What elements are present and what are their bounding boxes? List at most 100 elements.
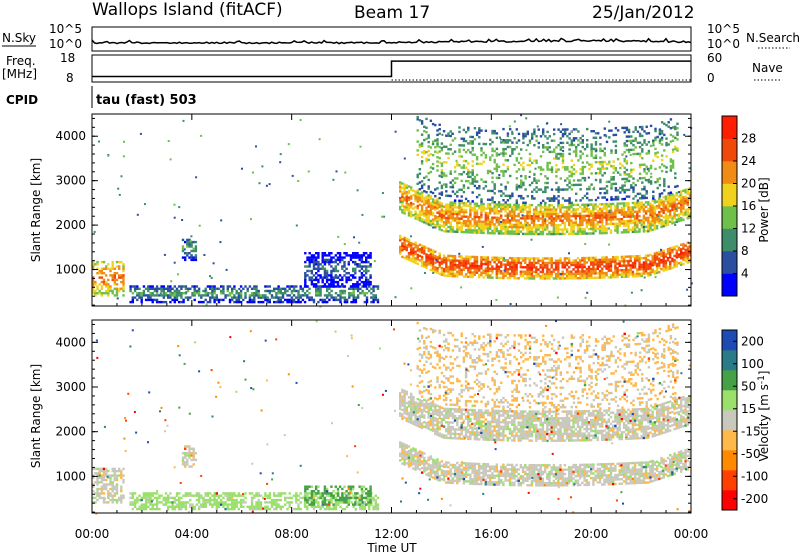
heatmap-cell — [596, 276, 599, 279]
heatmap-cell — [193, 285, 196, 288]
heatmap-cell — [544, 175, 547, 178]
heatmap-cell — [405, 244, 408, 247]
heatmap-cell — [642, 270, 646, 273]
heatmap-cell — [654, 167, 657, 171]
heatmap-cell — [641, 181, 644, 184]
heatmap-cell — [334, 276, 337, 279]
heatmap-cell — [338, 252, 342, 255]
heatmap-cell — [590, 261, 593, 264]
heatmap-cell — [669, 262, 672, 266]
heatmap-cell — [614, 229, 617, 232]
heatmap-cell — [625, 179, 629, 183]
heatmap-cell — [473, 266, 476, 270]
heatmap-cell — [572, 263, 575, 267]
heatmap-speckle — [344, 171, 347, 174]
heatmap-cell — [515, 257, 518, 260]
heatmap-cell — [416, 115, 419, 119]
heatmap-cell — [100, 285, 104, 288]
heatmap-cell — [473, 220, 476, 223]
heatmap-cell — [500, 183, 503, 186]
heatmap-cell — [651, 204, 654, 207]
heatmap-cell — [471, 149, 474, 152]
heatmap-cell — [504, 227, 507, 231]
heatmap-cell — [627, 148, 631, 152]
heatmap-cell — [453, 219, 457, 222]
heatmap-cell — [462, 210, 466, 214]
heatmap-cell — [308, 278, 311, 282]
heatmap-cell — [356, 294, 360, 297]
heatmap-cell — [555, 168, 558, 171]
heatmap-cell — [596, 214, 599, 217]
heatmap-cell — [456, 210, 459, 213]
heatmap-speckle — [343, 243, 346, 246]
heatmap-cell — [644, 267, 648, 271]
heatmap-cell — [469, 224, 472, 227]
heatmap-cell — [113, 283, 116, 286]
heatmap-cell — [264, 296, 267, 299]
heatmap-cell — [425, 175, 428, 178]
heatmap-cell — [257, 289, 260, 293]
heatmap-cell — [574, 270, 577, 273]
heatmap-cell — [596, 261, 599, 264]
heatmap-cell — [587, 212, 591, 215]
heatmap-cell — [616, 271, 619, 274]
heatmap-speckle — [640, 289, 643, 292]
heatmap-cell — [436, 267, 439, 270]
heatmap-cell — [489, 212, 492, 215]
heatmap-cell — [416, 216, 419, 219]
heatmap-cell — [111, 483, 114, 486]
heatmap-cell — [449, 270, 452, 273]
heatmap-cell — [303, 300, 307, 304]
heatmap-speckle — [181, 219, 184, 221]
heatmap-cell — [418, 210, 422, 213]
heatmap-cell — [528, 266, 531, 269]
heatmap-cell — [576, 230, 580, 233]
heatmap-cell — [541, 221, 545, 225]
heatmap-cell — [438, 123, 441, 126]
heatmap-cell — [508, 274, 512, 278]
heatmap-cell — [489, 223, 492, 226]
heatmap-cell — [649, 209, 652, 212]
heatmap-cell — [144, 503, 148, 506]
heatmap-cell — [115, 272, 119, 275]
heatmap-cell — [273, 287, 276, 290]
heatmap-cell — [105, 485, 108, 488]
heatmap-cell — [579, 199, 582, 202]
heatmap-cell — [140, 298, 143, 302]
heatmap-cell — [609, 216, 613, 219]
heatmap-cell — [625, 213, 628, 216]
heatmap-cell — [664, 259, 668, 263]
heatmap-cell — [680, 261, 683, 264]
heatmap-cell — [405, 237, 408, 241]
heatmap-cell — [666, 265, 670, 269]
heatmap-cell — [677, 253, 681, 256]
heatmap-cell — [462, 137, 466, 140]
heatmap-cell — [312, 258, 316, 262]
heatmap-cell — [517, 261, 520, 264]
heatmap-cell — [162, 294, 165, 297]
heatmap-cell — [532, 219, 536, 222]
heatmap-cell — [658, 195, 662, 198]
heatmap-cell — [365, 272, 368, 275]
heatmap-cell — [356, 252, 359, 255]
heatmap-cell — [473, 224, 476, 228]
heatmap-cell — [186, 243, 189, 246]
heatmap-cell — [594, 269, 597, 273]
heatmap-cell — [570, 261, 573, 264]
heatmap-cell — [458, 266, 461, 269]
heatmap-cell — [310, 258, 314, 262]
heatmap-cell — [105, 265, 108, 268]
heatmap-cell — [182, 300, 185, 304]
heatmap-cell — [528, 263, 531, 267]
heatmap-cell — [475, 260, 479, 263]
heatmap-cell — [467, 173, 470, 176]
heatmap-speckle — [525, 224, 528, 227]
heatmap-cell — [688, 258, 692, 261]
heatmap-cell — [412, 189, 415, 192]
heatmap-cell — [473, 229, 476, 232]
heatmap-cell — [649, 253, 652, 257]
heatmap-cell — [546, 257, 549, 260]
heatmap-cell — [189, 505, 192, 508]
heatmap-cell — [107, 292, 110, 295]
heatmap-cell — [579, 228, 582, 231]
